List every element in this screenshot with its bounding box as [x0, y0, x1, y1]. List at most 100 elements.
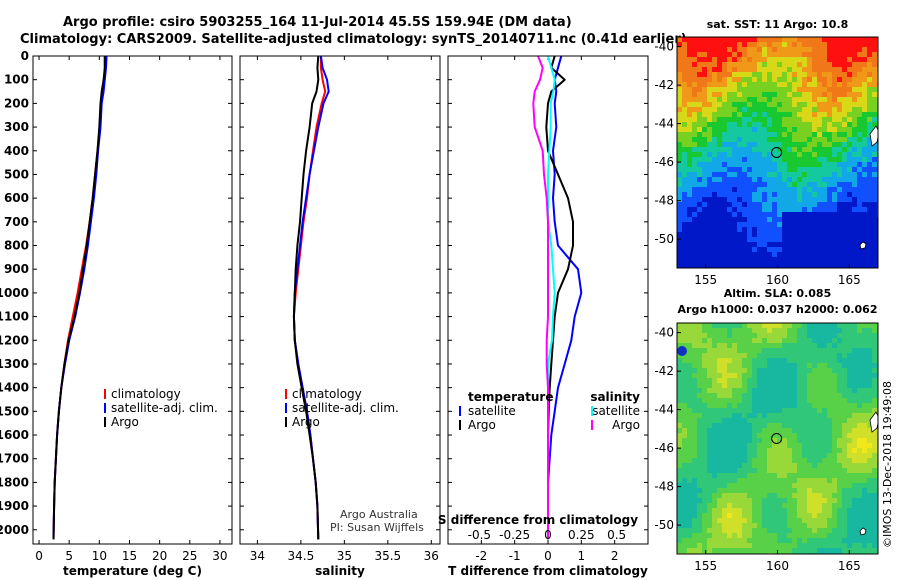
map-cell	[737, 47, 743, 53]
map-cell	[802, 247, 808, 253]
map-cell	[677, 102, 683, 108]
map-cell	[837, 72, 843, 78]
map-cell	[832, 207, 838, 213]
map-cell	[807, 202, 813, 208]
map-cell	[747, 127, 753, 133]
map-cell	[842, 97, 848, 103]
map-cell	[852, 478, 858, 484]
map-cell	[812, 328, 818, 334]
map-cell	[797, 242, 803, 248]
map-cell	[762, 42, 768, 48]
map-cell	[832, 197, 838, 203]
map-cell	[742, 217, 748, 223]
map-cell	[677, 393, 683, 399]
map-cell	[737, 87, 743, 93]
map-cell	[797, 37, 803, 43]
map-cell	[677, 493, 683, 499]
map-cell	[817, 433, 823, 439]
map-cell	[807, 513, 813, 519]
map-cell	[717, 262, 723, 268]
map-cell	[852, 242, 858, 248]
map-cell	[852, 328, 858, 334]
map-cell	[792, 202, 798, 208]
map-cell	[862, 47, 868, 53]
map-cell	[817, 232, 823, 238]
map-cell	[677, 328, 683, 334]
map-cell	[822, 102, 828, 108]
map-cell	[737, 443, 743, 449]
map-cell	[827, 433, 833, 439]
map-cell	[732, 212, 738, 218]
timestamp: ©IMOS 13-Dec-2018 19:49:08	[881, 381, 894, 548]
map-cell	[857, 132, 863, 138]
map-cell	[732, 227, 738, 233]
map-cell	[827, 117, 833, 123]
map-cell	[727, 328, 733, 334]
map-cell	[832, 538, 838, 544]
map-cell	[817, 518, 823, 524]
map-cell	[837, 538, 843, 544]
map-cell	[857, 423, 863, 429]
map-cell	[697, 72, 703, 78]
map-cell	[857, 152, 863, 158]
map-cell	[872, 167, 878, 173]
map-cell	[747, 147, 753, 153]
map-cell	[697, 353, 703, 359]
map-cell	[737, 57, 743, 63]
map-cell	[682, 528, 688, 534]
map-cell	[867, 343, 873, 349]
map-cell	[737, 548, 743, 554]
map-cell	[742, 373, 748, 379]
map-cell	[852, 137, 858, 143]
map-cell	[772, 418, 778, 424]
map-cell	[827, 478, 833, 484]
map-cell	[807, 92, 813, 98]
map-cell	[697, 232, 703, 238]
map-cell	[862, 252, 868, 258]
map-cell	[747, 142, 753, 148]
map-cell	[717, 42, 723, 48]
map-cell	[757, 132, 763, 138]
map-cell	[707, 227, 713, 233]
map-cell	[872, 358, 878, 364]
map-cell	[707, 107, 713, 113]
map-cell	[682, 107, 688, 113]
map-cell	[767, 72, 773, 78]
map-cell	[817, 513, 823, 519]
map-cell	[792, 237, 798, 243]
map-cell	[817, 453, 823, 459]
map-cell	[837, 77, 843, 83]
map-cell	[757, 423, 763, 429]
map-cell	[742, 538, 748, 544]
map-cell	[782, 438, 788, 444]
map-cell	[797, 343, 803, 349]
map-cell	[757, 438, 763, 444]
map-cell	[742, 132, 748, 138]
map-cell	[802, 132, 808, 138]
map-cell	[767, 498, 773, 504]
map-cell	[802, 37, 808, 43]
map-cell	[757, 388, 763, 394]
map-cell	[832, 328, 838, 334]
map-cell	[872, 57, 878, 63]
map-cell	[797, 82, 803, 88]
map-cell	[777, 157, 783, 163]
map-cell	[867, 222, 873, 228]
map-cell	[762, 533, 768, 539]
map-cell	[857, 82, 863, 88]
map-cell	[817, 378, 823, 384]
map-cell	[727, 358, 733, 364]
map-cell	[712, 182, 718, 188]
map-cell	[872, 227, 878, 233]
map-cell	[732, 513, 738, 519]
map-cell	[842, 463, 848, 469]
map-cell	[742, 393, 748, 399]
map-cell	[822, 247, 828, 253]
map-cell	[707, 443, 713, 449]
map-cell	[817, 473, 823, 479]
map-cell	[777, 217, 783, 223]
map-cell	[727, 112, 733, 118]
map-cell	[872, 523, 878, 529]
map-cell	[802, 82, 808, 88]
map-cell	[722, 152, 728, 158]
